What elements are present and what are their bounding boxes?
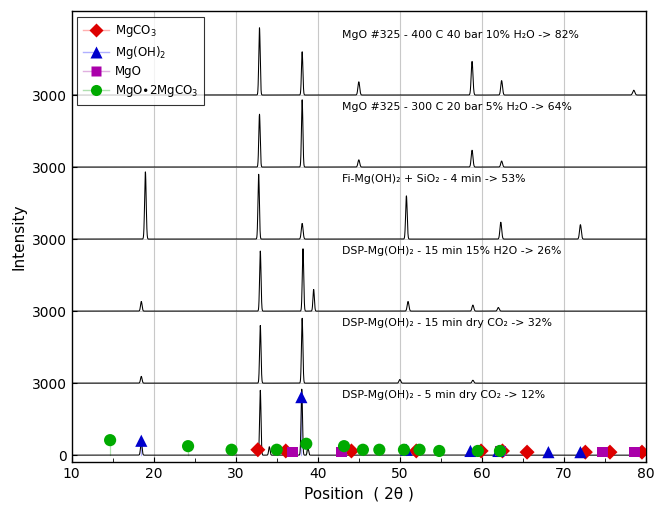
Point	[105, 436, 115, 444]
Point	[411, 447, 422, 455]
Point	[252, 446, 263, 454]
Point	[605, 448, 615, 456]
X-axis label: Position  ( 2θ ): Position ( 2θ )	[304, 487, 414, 502]
Point	[496, 447, 506, 455]
Point	[358, 446, 368, 454]
Point	[472, 447, 483, 455]
Point	[629, 448, 640, 456]
Y-axis label: Intensity: Intensity	[11, 204, 26, 270]
Point	[637, 448, 647, 456]
Point	[580, 448, 591, 456]
Point	[339, 442, 350, 450]
Point	[182, 442, 193, 450]
Point	[401, 446, 412, 454]
Point	[374, 446, 385, 454]
Point	[414, 446, 425, 454]
Point	[465, 447, 476, 455]
Point	[336, 448, 347, 456]
Text: MgO #325 - 400 C 40 bar 10% H₂O -> 82%: MgO #325 - 400 C 40 bar 10% H₂O -> 82%	[342, 30, 579, 40]
Text: MgO #325 - 300 C 20 bar 5% H₂O -> 64%: MgO #325 - 300 C 20 bar 5% H₂O -> 64%	[342, 102, 572, 112]
Point	[497, 447, 507, 455]
Point	[597, 448, 608, 456]
Point	[493, 447, 503, 455]
Point	[521, 448, 532, 456]
Text: DSP-Mg(OH)₂ - 15 min 15% H2O -> 26%: DSP-Mg(OH)₂ - 15 min 15% H2O -> 26%	[342, 246, 561, 256]
Point	[495, 447, 505, 455]
Point	[226, 446, 237, 454]
Text: DSP-Mg(OH)₂ - 15 min dry CO₂ -> 32%: DSP-Mg(OH)₂ - 15 min dry CO₂ -> 32%	[342, 318, 552, 328]
Point	[476, 447, 486, 455]
Point	[575, 448, 585, 456]
Point	[136, 437, 147, 445]
Point	[301, 440, 312, 448]
Point	[296, 393, 306, 401]
Point	[434, 447, 445, 455]
Point	[543, 448, 553, 456]
Point	[287, 448, 298, 456]
Text: DSP-Mg(OH)₂ - 5 min dry CO₂ -> 12%: DSP-Mg(OH)₂ - 5 min dry CO₂ -> 12%	[342, 390, 545, 400]
Legend: MgCO$_3$, Mg(OH)$_2$, MgO, MgO$\bullet$2MgCO$_3$: MgCO$_3$, Mg(OH)$_2$, MgO, MgO$\bullet$2…	[77, 17, 204, 105]
Point	[272, 446, 282, 454]
Text: Fi-Mg(OH)₂ + SiO₂ - 4 min -> 53%: Fi-Mg(OH)₂ + SiO₂ - 4 min -> 53%	[342, 174, 526, 184]
Point	[280, 447, 291, 455]
Point	[346, 447, 357, 455]
Point	[399, 446, 410, 454]
